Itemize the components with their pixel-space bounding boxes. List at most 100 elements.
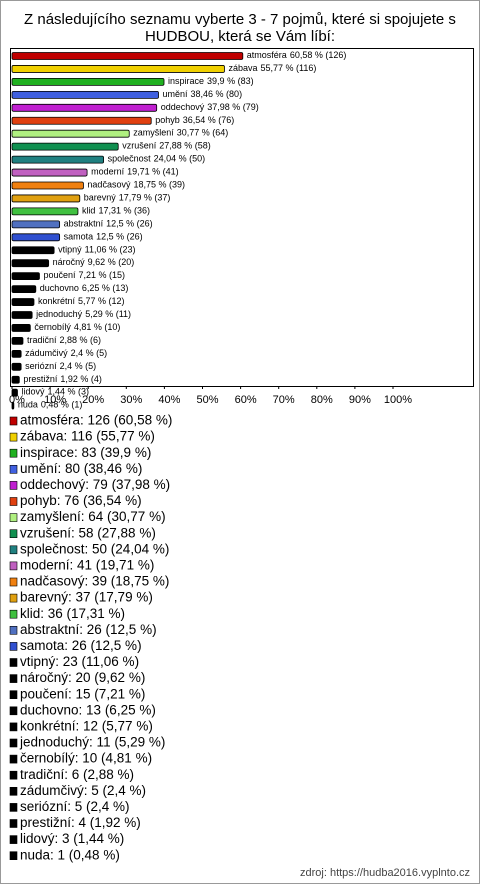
legend-label: samota: 26 (12,5 %)	[20, 638, 142, 653]
bar-label-category: zábava	[228, 63, 257, 73]
bar-label-category: seriózní	[25, 361, 57, 371]
value-label: 39,9 % (83)	[207, 76, 254, 86]
bar	[11, 129, 130, 138]
value-label: 2,4 % (5)	[60, 361, 97, 371]
bar-label-category: tradiční	[27, 335, 57, 345]
bar-label: barevný 17,79 % (37)	[84, 193, 171, 203]
bar-label-category: inspirace	[168, 76, 204, 86]
bar	[11, 272, 40, 281]
bar	[11, 78, 165, 86]
bar-label: atmosféra 60,58 % (126)	[247, 50, 347, 60]
legend-swatch	[9, 593, 18, 603]
bar-label-category: černobílý	[34, 322, 71, 332]
x-tick-label: 80%	[311, 394, 333, 406]
legend-swatch	[9, 722, 18, 732]
legend-label: konkrétní: 12 (5,77 %)	[20, 718, 153, 733]
value-label: 17,79 % (37)	[119, 193, 171, 203]
legend-label: tradiční: 6 (2,88 %)	[20, 767, 134, 782]
legend-label: atmosféra: 126 (60,58 %)	[20, 413, 172, 428]
bar-label-category: samota	[64, 232, 94, 242]
bar-label: jednoduchý 5,29 % (11)	[35, 309, 131, 319]
bar-label: samota 12,5 % (26)	[64, 232, 143, 242]
bar-label-category: atmosféra	[247, 50, 287, 60]
bar-label-category: abstraktní	[64, 219, 104, 229]
bar-label: tradiční 2,88 % (6)	[27, 335, 101, 345]
value-label: 12,5 % (26)	[96, 232, 143, 242]
legend-label: moderní: 41 (19,71 %)	[20, 557, 154, 572]
legend-label: zádumčivý: 5 (2,4 %)	[20, 783, 146, 798]
bar-label: náročný 9,62 % (20)	[53, 258, 135, 268]
legend-swatch	[9, 690, 18, 700]
value-label: 55,77 % (116)	[261, 63, 317, 73]
bar-label: prestižní 1,92 % (4)	[23, 374, 102, 384]
bar-label-category: vtipný	[58, 245, 82, 255]
legend-swatch	[9, 803, 18, 812]
x-tick-label: 40%	[158, 394, 180, 406]
chart-title: HUDBOU, která se Vám líbí:	[145, 28, 335, 45]
value-label: 12,5 % (26)	[106, 219, 153, 229]
bar-label-category: oddechový	[161, 102, 205, 112]
bar	[11, 388, 18, 397]
bar	[11, 349, 22, 358]
legend-swatch	[9, 754, 18, 764]
legend-swatch	[9, 674, 18, 683]
bar	[11, 65, 225, 73]
bar	[11, 168, 88, 177]
bar-label: nadčasový 18,75 % (39)	[87, 180, 185, 190]
bar-label-category: zádumčivý	[25, 348, 68, 358]
bar-label-category: nadčasový	[87, 180, 131, 190]
bar	[11, 103, 158, 112]
legend-swatch	[9, 609, 18, 619]
legend-label: pohyb: 76 (36,54 %)	[20, 493, 142, 508]
bar-label-category: nuda	[18, 400, 38, 410]
bar-label-category: lidový	[21, 387, 45, 397]
bar	[11, 220, 61, 229]
legend-label: seriózní: 5 (2,4 %)	[20, 799, 130, 814]
x-tick-label: 100%	[384, 394, 412, 406]
bar-label: černobílý 4,81 % (10)	[34, 322, 120, 332]
bar-label-category: barevný	[84, 193, 117, 203]
legend-swatch	[9, 706, 18, 716]
legend-swatch	[9, 481, 18, 490]
legend-swatch	[9, 642, 18, 651]
value-label: 30,77 % (64)	[177, 128, 229, 138]
bar	[11, 155, 104, 164]
bar	[11, 285, 37, 294]
bar-label-category: moderní	[91, 167, 125, 177]
legend-swatch	[9, 545, 18, 555]
legend-swatch	[9, 513, 18, 522]
legend-swatch	[9, 464, 18, 474]
legend-label: prestižní: 4 (1,92 %)	[20, 815, 141, 830]
bar-label: klid 17,31 % (36)	[82, 206, 150, 216]
bar-label: duchovno 6,25 % (13)	[40, 283, 129, 293]
value-label: 2,88 % (6)	[59, 335, 101, 345]
legend-label: poučení: 15 (7,21 %)	[20, 686, 145, 701]
legend-swatch	[9, 625, 18, 635]
bar-label: společnost 24,04 % (50)	[108, 154, 206, 164]
legend-label: zamyšlení: 64 (30,77 %)	[20, 509, 166, 524]
bar-label: seriózní 2,4 % (5)	[25, 361, 96, 371]
bar	[11, 298, 35, 306]
legend-label: nadčasový: 39 (18,75 %)	[20, 574, 169, 589]
bar	[11, 116, 152, 125]
bar-label: umění 38,46 % (80)	[163, 89, 243, 99]
x-tick-label: 90%	[349, 394, 371, 406]
legend-label: klid: 36 (17,31 %)	[20, 606, 125, 621]
value-label: 7,21 % (15)	[79, 271, 126, 281]
legend-label: společnost: 50 (24,04 %)	[20, 541, 169, 556]
value-label: 27,88 % (58)	[159, 141, 211, 151]
legend-label: lidový: 3 (1,44 %)	[20, 831, 124, 846]
legend-swatch	[9, 851, 18, 861]
bar-label-category: společnost	[108, 154, 152, 164]
value-label: 1,44 % (3)	[48, 387, 90, 397]
legend-swatch	[9, 786, 18, 796]
legend-label: inspirace: 83 (39,9 %)	[20, 445, 151, 460]
legend-swatch	[9, 416, 18, 426]
bar-label-category: náročný	[53, 258, 86, 268]
bar-label: zábava 55,77 % (116)	[228, 63, 316, 73]
bar	[11, 336, 24, 345]
legend-label: jednoduchý: 11 (5,29 %)	[19, 735, 165, 750]
bar-label: inspirace 39,9 % (83)	[168, 76, 254, 86]
x-tick-label: 50%	[196, 394, 218, 406]
bar	[11, 362, 22, 371]
